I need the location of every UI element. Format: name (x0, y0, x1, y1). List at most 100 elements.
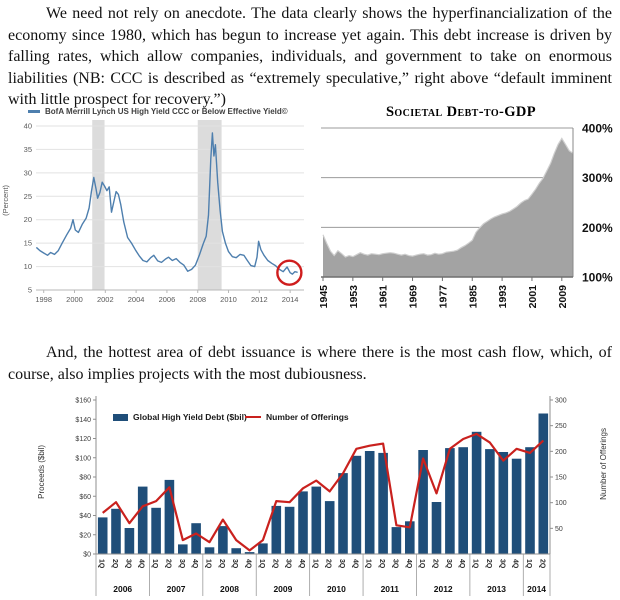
svg-text:2Q: 2Q (218, 559, 225, 569)
chart1-y-axis-label: (Percent) (1, 185, 10, 216)
svg-text:4Q: 4Q (298, 559, 305, 569)
chart3-right-axis-label: Number of Offerings (599, 428, 608, 500)
svg-text:1945: 1945 (318, 285, 330, 309)
svg-text:1Q: 1Q (258, 559, 265, 569)
svg-text:4Q: 4Q (138, 559, 145, 569)
svg-text:1953: 1953 (348, 285, 360, 309)
svg-text:2Q: 2Q (325, 559, 332, 569)
svg-text:300%: 300% (582, 171, 613, 185)
svg-text:400%: 400% (582, 122, 613, 136)
svg-text:30: 30 (24, 168, 32, 177)
global-high-yield-issuance-chart: $0 $20 $40 $60 $80 $100 $120 $140 $160 50 100 150 20… (75, 396, 567, 596)
chart2-title: Societal Debt-to-GDP (385, 104, 537, 120)
svg-text:2013: 2013 (487, 584, 506, 594)
svg-text:5: 5 (28, 286, 32, 295)
svg-text:1Q: 1Q (418, 559, 425, 569)
svg-text:3Q: 3Q (124, 559, 131, 569)
svg-text:2Q: 2Q (271, 559, 278, 569)
svg-text:2008: 2008 (220, 584, 239, 594)
svg-text:4Q: 4Q (351, 559, 358, 569)
chart1-legend: BofA Merrill Lynch US High Yield CCC or … (28, 107, 288, 116)
svg-text:2Q: 2Q (538, 559, 545, 569)
svg-text:1Q: 1Q (98, 559, 105, 569)
svg-text:2009: 2009 (557, 285, 569, 309)
svg-text:2008: 2008 (189, 295, 206, 304)
high-yield-ccc-line-chart: 5 10 15 20 25 30 35 40 1998 2000 2002 2004 2006 2008 2… (24, 120, 304, 304)
bar-series-swatch (113, 413, 128, 421)
svg-text:2010: 2010 (327, 584, 346, 594)
chart3-left-axis-label: Proceeds ($bil) (37, 445, 46, 499)
svg-text:10: 10 (24, 262, 32, 271)
svg-text:2Q: 2Q (485, 559, 492, 569)
svg-text:$20: $20 (79, 532, 91, 539)
svg-text:250: 250 (555, 423, 567, 430)
svg-text:1Q: 1Q (472, 559, 479, 569)
svg-text:$80: $80 (79, 475, 91, 482)
svg-text:4Q: 4Q (458, 559, 465, 569)
svg-text:1Q: 1Q (311, 559, 318, 569)
svg-text:2012: 2012 (434, 584, 453, 594)
svg-text:2006: 2006 (159, 295, 176, 304)
chart1-legend-label: BofA Merrill Lynch US High Yield CCC or … (45, 107, 288, 116)
svg-text:2000: 2000 (66, 295, 83, 304)
svg-text:1Q: 1Q (151, 559, 158, 569)
svg-text:2010: 2010 (220, 295, 237, 304)
svg-text:$60: $60 (79, 494, 91, 501)
svg-text:4Q: 4Q (405, 559, 412, 569)
svg-text:3Q: 3Q (445, 559, 452, 569)
blue-line-swatch (28, 110, 40, 113)
svg-text:40: 40 (24, 122, 32, 131)
svg-text:200: 200 (555, 449, 567, 456)
svg-text:3Q: 3Q (178, 559, 185, 569)
svg-text:100: 100 (555, 500, 567, 507)
svg-text:50: 50 (555, 526, 563, 533)
line-series-label: Number of Offerings (266, 412, 349, 422)
svg-text:2Q: 2Q (378, 559, 385, 569)
svg-text:2Q: 2Q (432, 559, 439, 569)
svg-text:$120: $120 (75, 436, 91, 443)
svg-text:4Q: 4Q (245, 559, 252, 569)
svg-text:2011: 2011 (381, 584, 400, 594)
svg-text:100%: 100% (582, 271, 613, 285)
svg-text:2Q: 2Q (111, 559, 118, 569)
societal-debt-to-gdp-area-chart: 100% 200% 300% 400% 1945 1953 1961 1969 1977 1985… (318, 122, 613, 309)
chart3-legend-bar-series: Global High Yield Debt ($bil) (113, 412, 247, 422)
svg-text:20: 20 (24, 215, 32, 224)
svg-text:2014: 2014 (527, 584, 546, 594)
svg-text:1998: 1998 (35, 295, 52, 304)
svg-text:35: 35 (24, 145, 32, 154)
svg-text:4Q: 4Q (191, 559, 198, 569)
svg-text:25: 25 (24, 192, 32, 201)
svg-text:2014: 2014 (282, 295, 299, 304)
svg-text:1Q: 1Q (205, 559, 212, 569)
svg-text:$140: $140 (75, 417, 91, 424)
svg-text:2012: 2012 (251, 295, 268, 304)
svg-text:2009: 2009 (273, 584, 292, 594)
bar-series-label: Global High Yield Debt ($bil) (133, 412, 247, 422)
red-line-swatch (245, 415, 261, 419)
svg-text:1969: 1969 (408, 285, 420, 309)
svg-text:1961: 1961 (378, 285, 390, 309)
chart3-legend-line-series: Number of Offerings (245, 412, 349, 422)
svg-text:1985: 1985 (467, 285, 479, 309)
svg-text:4Q: 4Q (512, 559, 519, 569)
svg-text:2007: 2007 (167, 584, 186, 594)
svg-text:200%: 200% (582, 221, 613, 235)
svg-text:2006: 2006 (113, 584, 132, 594)
svg-text:3Q: 3Q (285, 559, 292, 569)
svg-text:$160: $160 (75, 398, 91, 405)
svg-text:1993: 1993 (497, 285, 509, 309)
svg-text:1Q: 1Q (365, 559, 372, 569)
svg-text:2004: 2004 (128, 295, 145, 304)
svg-text:$40: $40 (79, 513, 91, 520)
svg-text:2Q: 2Q (164, 559, 171, 569)
svg-text:$0: $0 (83, 552, 91, 559)
svg-text:2001: 2001 (527, 285, 539, 309)
svg-text:$100: $100 (75, 455, 91, 462)
svg-text:3Q: 3Q (338, 559, 345, 569)
paragraph-intro: We need not rely on anecdote. The data c… (8, 5, 612, 108)
svg-text:15: 15 (24, 239, 32, 248)
svg-text:2002: 2002 (97, 295, 114, 304)
svg-text:300: 300 (555, 398, 567, 405)
